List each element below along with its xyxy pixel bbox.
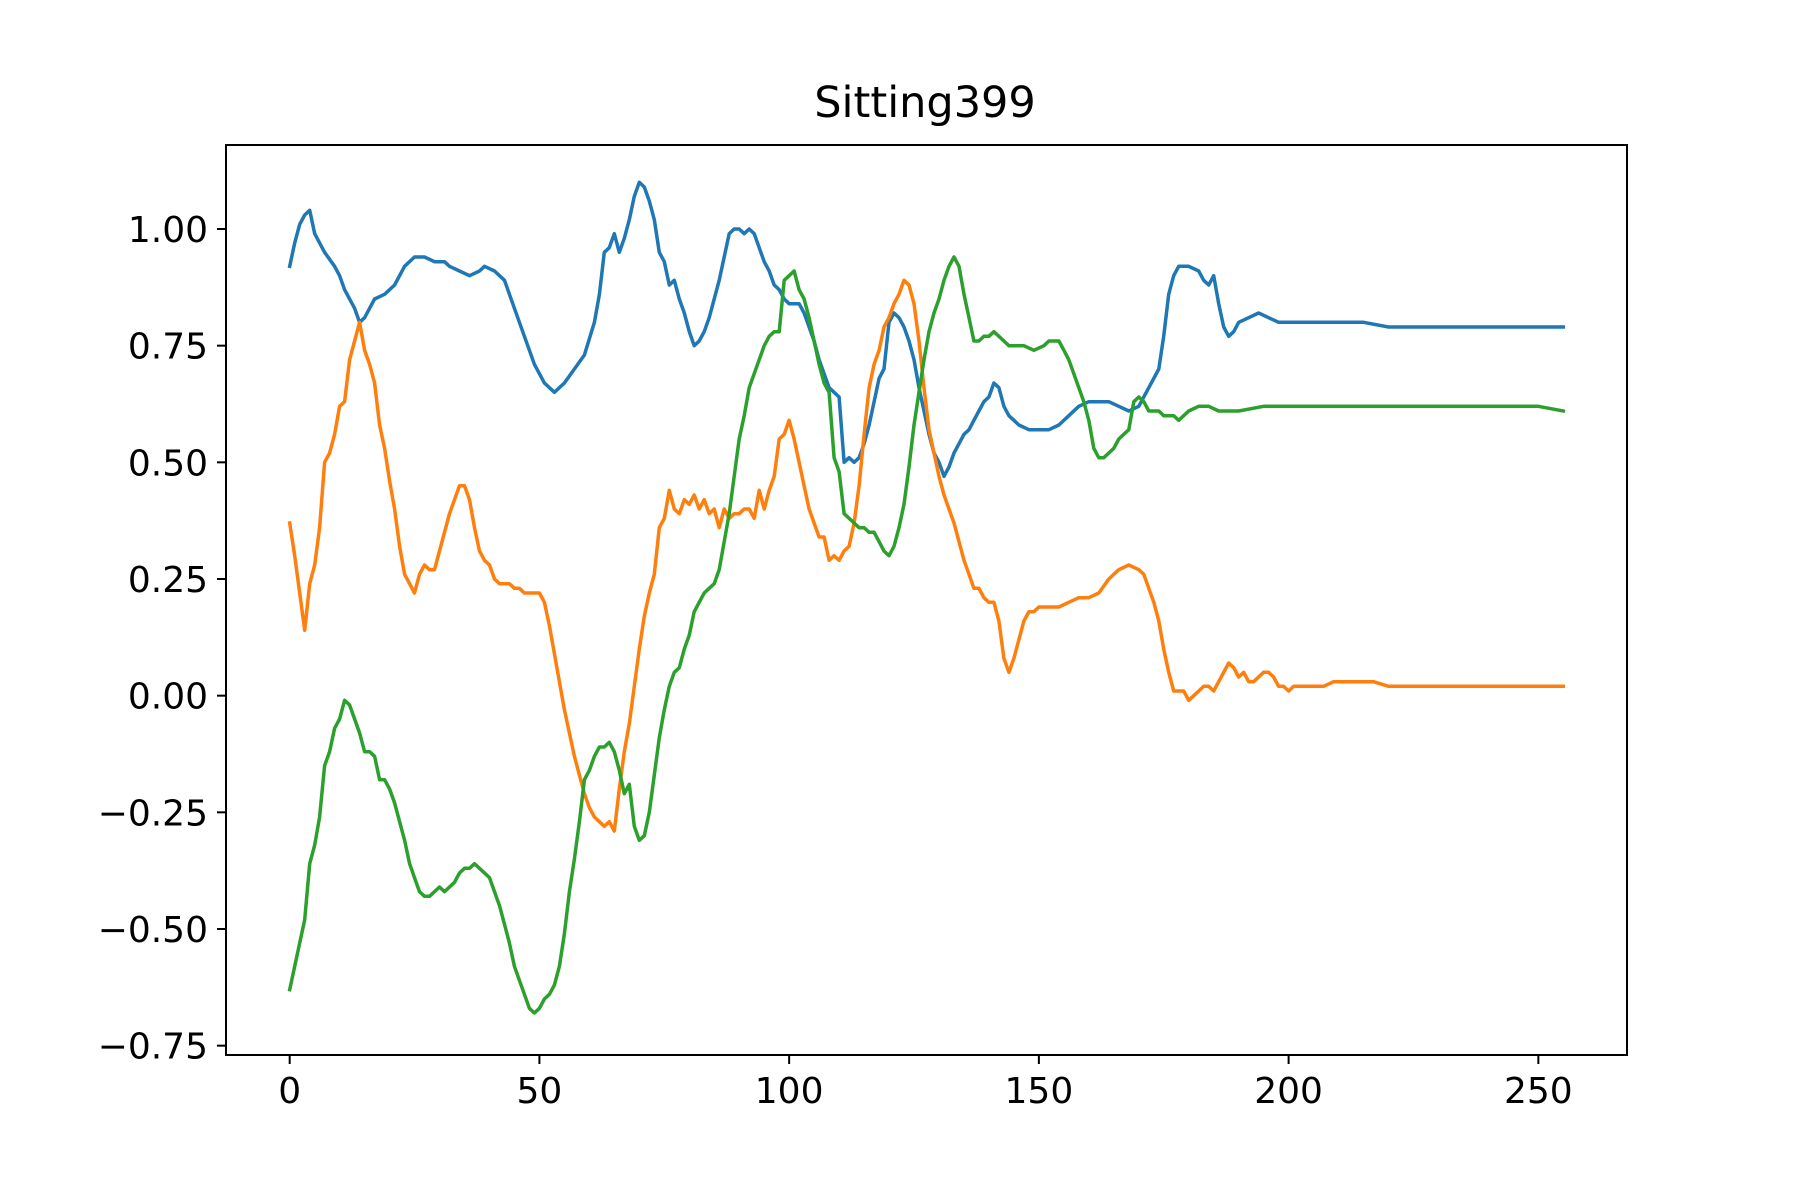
y-tick-label: 0.75 bbox=[128, 327, 208, 368]
x-tick-label: 200 bbox=[1254, 1071, 1323, 1112]
series-line-2 bbox=[287, 278, 1566, 833]
series-line-3 bbox=[287, 255, 1566, 1015]
x-tick-label: 250 bbox=[1504, 1071, 1573, 1112]
y-tick-label: 0.50 bbox=[128, 443, 208, 484]
y-tick-label: −0.50 bbox=[98, 910, 208, 951]
y-tick-label: −0.75 bbox=[98, 1027, 208, 1068]
series-layer bbox=[287, 180, 1566, 1015]
y-tick-label: 0.25 bbox=[128, 560, 208, 601]
chart-title: Sitting399 bbox=[814, 78, 1036, 128]
plot-frame bbox=[225, 144, 1628, 1056]
x-tick-label: 50 bbox=[517, 1071, 563, 1112]
y-tick-label: 0.00 bbox=[128, 677, 208, 718]
axes-layer: 0 50 100 150 200 250 −0.75 −0.50 −0.25 0.00 0.25 0.… bbox=[98, 144, 1628, 1112]
y-tick-label: −0.25 bbox=[98, 793, 208, 834]
series-line-1 bbox=[287, 180, 1566, 479]
x-tick-label: 150 bbox=[1005, 1071, 1074, 1112]
x-tick-label: 100 bbox=[755, 1071, 824, 1112]
y-tick-label: 1.00 bbox=[128, 210, 208, 251]
x-tick-label: 0 bbox=[278, 1071, 301, 1112]
